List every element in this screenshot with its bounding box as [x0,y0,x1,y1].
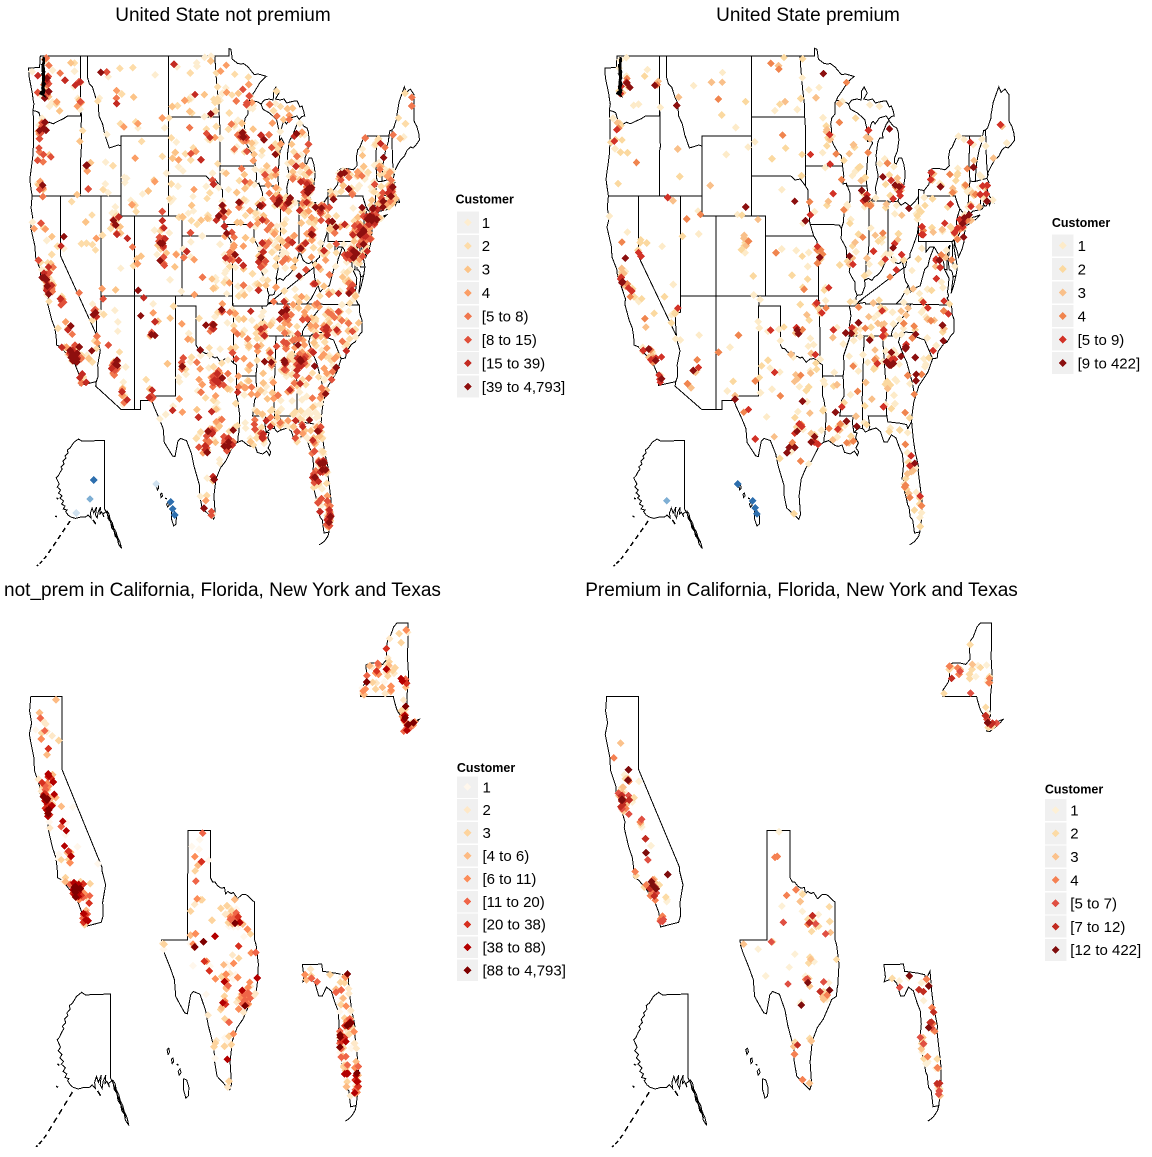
svg-text:[12 to 422]: [12 to 422] [1070,942,1141,959]
svg-text:Customer: Customer [1045,782,1103,796]
svg-text:[9 to 422]: [9 to 422] [1078,355,1141,372]
svg-text:2: 2 [1078,261,1086,278]
svg-text:Premium in California, Florida: Premium in California, Florida, New York… [585,580,1018,601]
svg-text:United State premium: United State premium [716,5,900,26]
svg-text:United State not premium: United State not premium [115,5,330,26]
svg-text:[88 to 4,793]: [88 to 4,793] [483,963,566,980]
svg-text:[15 to 39): [15 to 39) [482,356,545,373]
svg-text:3: 3 [1078,285,1086,302]
svg-text:Customer: Customer [456,193,514,207]
svg-text:1: 1 [483,779,491,796]
svg-text:[6 to 11): [6 to 11) [483,871,537,888]
svg-text:[5 to 9): [5 to 9) [1078,332,1125,349]
svg-text:[5 to 7): [5 to 7) [1070,896,1117,913]
svg-text:3: 3 [1070,849,1078,866]
svg-text:3: 3 [482,262,490,279]
svg-text:2: 2 [482,238,490,255]
svg-text:[7 to 12): [7 to 12) [1070,919,1125,936]
svg-text:[20 to 38): [20 to 38) [483,917,546,934]
svg-text:[5 to 8): [5 to 8) [482,309,529,326]
svg-text:3: 3 [483,825,491,842]
svg-text:[38 to 88): [38 to 88) [483,940,546,957]
svg-text:4: 4 [1078,308,1086,325]
svg-text:1: 1 [1070,802,1078,819]
svg-text:[4 to 6): [4 to 6) [483,848,530,865]
svg-text:4: 4 [482,285,490,302]
svg-text:1: 1 [482,215,490,232]
svg-text:1: 1 [1078,238,1086,255]
svg-text:[8 to 15): [8 to 15) [482,332,537,349]
svg-text:not_prem in California, Florid: not_prem in California, Florida, New Yor… [4,580,441,601]
svg-text:Customer: Customer [457,761,515,775]
svg-text:Customer: Customer [1052,216,1110,230]
svg-text:2: 2 [1070,826,1078,843]
svg-text:[11 to 20): [11 to 20) [483,894,545,911]
svg-text:2: 2 [483,802,491,819]
svg-text:4: 4 [1070,872,1078,889]
svg-text:[39 to 4,793]: [39 to 4,793] [482,379,565,396]
